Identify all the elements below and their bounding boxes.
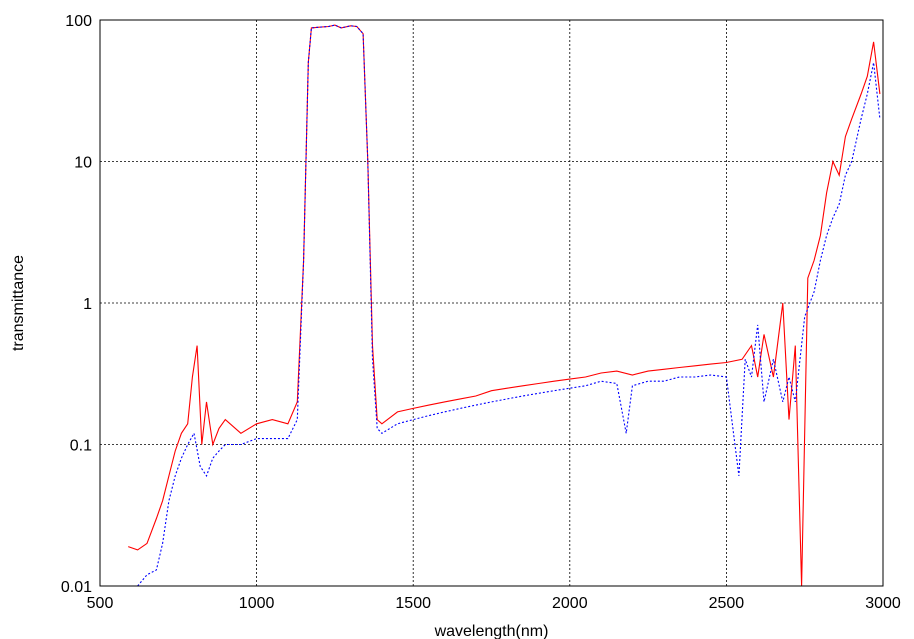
x-tick-label: 2000: [552, 595, 588, 612]
y-axis-label: transmittance: [10, 255, 27, 351]
x-axis-label: wavelength(nm): [434, 623, 549, 639]
plot-frame: [99, 19, 884, 587]
y-tick-label: 1: [83, 296, 92, 313]
x-tick-label: 500: [87, 595, 114, 612]
tick-layer: 500 1000 1500 2000 2500 3000 0.01 0.1 1 10 100: [61, 13, 901, 612]
grid-layer: [100, 20, 883, 586]
y-tick-label: 0.01: [61, 579, 92, 596]
series-layer: [128, 24, 881, 586]
series-line-2: [137, 24, 881, 586]
series-line-1: [128, 24, 881, 586]
y-tick-label: 10: [74, 155, 92, 172]
x-tick-label: 3000: [865, 595, 901, 612]
y-tick-label: 100: [65, 13, 92, 30]
x-tick-label: 1000: [239, 595, 275, 612]
x-tick-label: 2500: [709, 595, 745, 612]
x-tick-label: 1500: [395, 595, 431, 612]
y-tick-label: 0.1: [70, 438, 92, 455]
